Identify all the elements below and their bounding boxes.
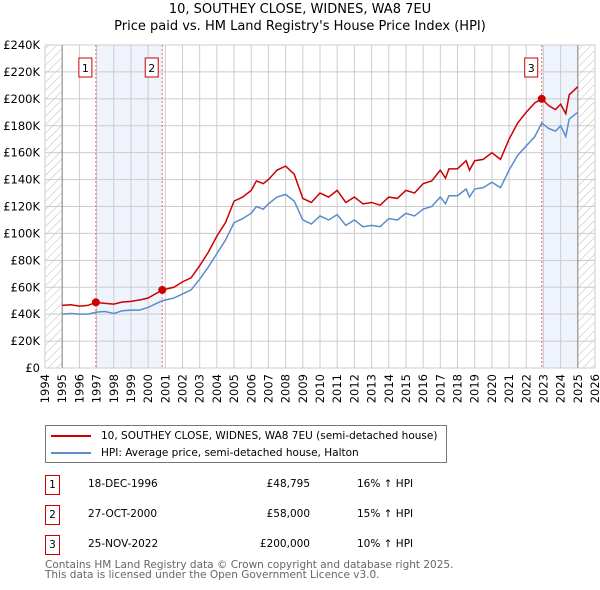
x-tick-label: 2003: [193, 374, 207, 403]
x-tick-label: 1999: [124, 374, 138, 403]
transaction-row: 2 27-OCT-2000 £58,000 15% ↑ HPI: [45, 505, 445, 525]
sale-point: [537, 94, 546, 103]
x-tick-label: 2007: [261, 374, 275, 403]
x-tick-label: 1997: [90, 374, 104, 403]
sale-label-box: [524, 57, 539, 78]
chart-subtitle: Price paid vs. HM Land Registry's House …: [114, 19, 486, 34]
x-tick-label: 1995: [55, 374, 69, 403]
transaction-price: £48,795: [266, 478, 310, 490]
legend-label: HPI: Average price, semi-detached house,…: [101, 447, 359, 459]
sale-label-box: [78, 57, 93, 78]
x-tick-label: 2005: [227, 374, 241, 403]
legend-swatch: [51, 452, 91, 454]
sale-label: 3: [528, 62, 535, 75]
x-tick-label: 2000: [141, 374, 155, 403]
x-tick-label: 1994: [38, 374, 52, 403]
x-tick-label: 2016: [416, 374, 430, 403]
transaction-price: £200,000: [259, 538, 310, 550]
transaction-price: £58,000: [266, 508, 310, 520]
sale-point: [158, 285, 167, 294]
legend: 10, SOUTHEY CLOSE, WIDNES, WA8 7EU (semi…: [45, 425, 447, 463]
y-tick-label: £200K: [3, 92, 40, 106]
sale-label: 2: [148, 62, 155, 75]
x-tick-label: 2019: [468, 374, 482, 403]
x-tick-label: 2026: [588, 374, 600, 403]
x-tick-label: 2022: [519, 374, 533, 403]
series-line: [62, 86, 579, 307]
legend-item-property: 10, SOUTHEY CLOSE, WIDNES, WA8 7EU (semi…: [51, 430, 437, 442]
y-tick-label: £220K: [3, 65, 40, 79]
transaction-row: 1 18-DEC-1996 £48,795 16% ↑ HPI: [45, 475, 445, 495]
x-tick-label: 2012: [347, 374, 361, 403]
transaction-number: 1: [45, 475, 60, 495]
chart-title: 10, SOUTHEY CLOSE, WIDNES, WA8 7EU: [168, 2, 432, 17]
transaction-number: 2: [45, 505, 60, 525]
x-tick-label: 2025: [571, 374, 585, 403]
x-tick-label: 2017: [433, 374, 447, 403]
footer-copyright: Contains HM Land Registry data © Crown c…: [45, 559, 454, 571]
x-tick-label: 2018: [451, 374, 465, 403]
legend-label: 10, SOUTHEY CLOSE, WIDNES, WA8 7EU (semi…: [101, 430, 438, 442]
y-tick-label: £180K: [3, 119, 40, 133]
x-tick-label: 2004: [210, 374, 224, 403]
y-tick-label: £0: [25, 361, 40, 375]
transaction-hpi: 15% ↑ HPI: [357, 508, 414, 520]
x-tick-label: 2008: [279, 374, 293, 403]
footer: Contains HM Land Registry data © Crown c…: [45, 559, 454, 581]
y-tick-label: £20K: [11, 334, 41, 348]
y-tick-label: £160K: [3, 146, 40, 160]
sale-point: [91, 298, 100, 307]
legend-item-hpi: HPI: Average price, semi-detached house,…: [51, 447, 359, 459]
y-tick-label: £60K: [11, 280, 41, 294]
x-tick-label: 2011: [330, 374, 344, 403]
x-tick-label: 2015: [399, 374, 413, 403]
series-line: [62, 111, 579, 315]
x-tick-label: 1998: [107, 374, 121, 403]
transaction-number: 3: [45, 535, 60, 555]
y-tick-label: £80K: [11, 253, 41, 267]
transaction-date: 25-NOV-2022: [88, 538, 159, 550]
legend-swatch: [51, 435, 91, 437]
sale-label-box: [144, 57, 159, 78]
x-tick-label: 1996: [72, 374, 86, 403]
footer-licence: This data is licensed under the Open Gov…: [45, 569, 380, 581]
y-tick-label: £120K: [3, 200, 40, 214]
y-tick-label: £100K: [3, 226, 40, 240]
x-tick-label: 2009: [296, 374, 310, 403]
x-tick-label: 2002: [176, 374, 190, 403]
transaction-date: 18-DEC-1996: [88, 478, 158, 490]
x-tick-label: 2021: [502, 374, 516, 403]
x-tick-label: 2010: [313, 374, 327, 403]
transaction-date: 27-OCT-2000: [88, 508, 157, 520]
y-tick-label: £240K: [3, 38, 40, 52]
y-tick-label: £40K: [11, 307, 41, 321]
x-tick-label: 2014: [382, 374, 396, 403]
transaction-row: 3 25-NOV-2022 £200,000 10% ↑ HPI: [45, 535, 445, 555]
y-tick-label: £140K: [3, 173, 40, 187]
x-tick-label: 2006: [244, 374, 258, 403]
x-tick-label: 2023: [536, 374, 550, 403]
sale-label: 1: [82, 62, 89, 75]
x-tick-label: 2024: [554, 374, 568, 403]
x-tick-label: 2001: [158, 374, 172, 403]
x-tick-label: 2020: [485, 374, 499, 403]
x-tick-label: 2013: [365, 374, 379, 403]
transaction-hpi: 16% ↑ HPI: [357, 478, 414, 490]
price-chart: £0 £20K £40K £60K £80K £100K £120K £140K £160K £1…: [3, 38, 600, 403]
transaction-hpi: 10% ↑ HPI: [357, 538, 414, 550]
